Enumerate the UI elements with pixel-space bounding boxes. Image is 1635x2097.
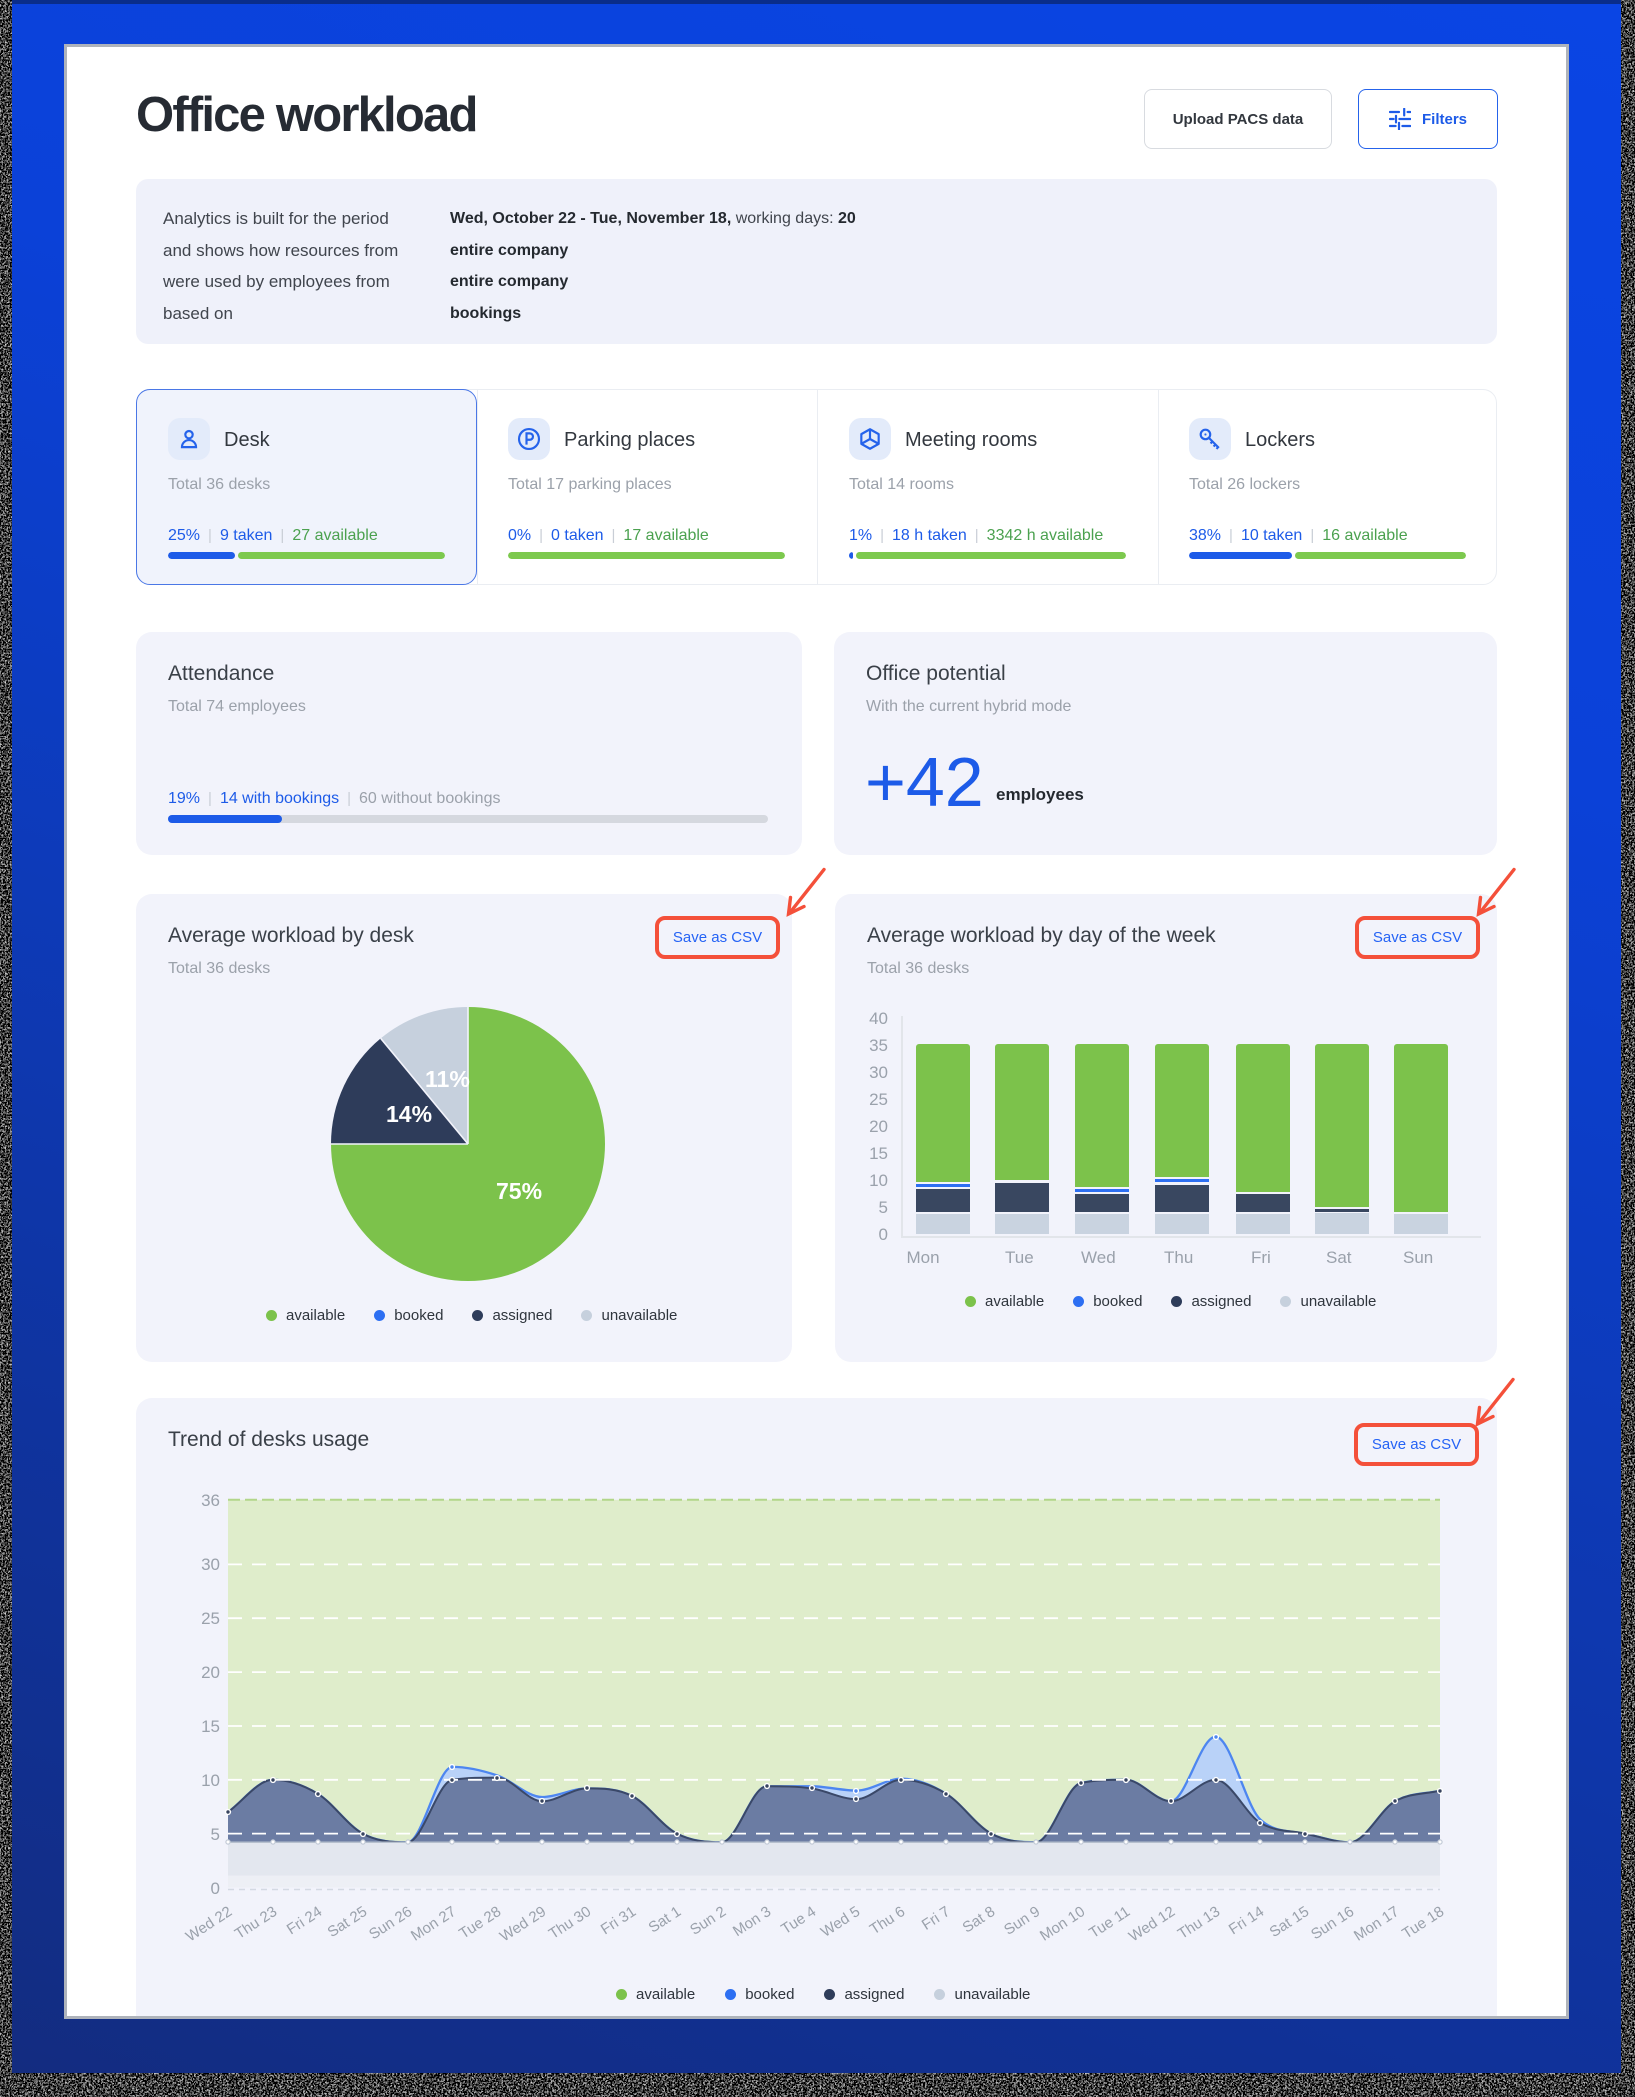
svg-text:Sat 8: Sat 8 — [960, 1903, 999, 1936]
svg-text:Fri 31: Fri 31 — [598, 1903, 639, 1938]
svg-text:Mon 17: Mon 17 — [1351, 1903, 1402, 1945]
svg-text:Tue 4: Tue 4 — [778, 1903, 819, 1938]
svg-text:Sat 15: Sat 15 — [1267, 1903, 1313, 1941]
svg-text:Thu 30: Thu 30 — [546, 1903, 594, 1943]
svg-text:Sun 26: Sun 26 — [366, 1903, 415, 1943]
svg-text:11%: 11% — [425, 1066, 470, 1092]
svg-text:Wed 29: Wed 29 — [497, 1903, 549, 1945]
svg-text:25: 25 — [201, 1609, 220, 1628]
svg-text:Tue 18: Tue 18 — [1399, 1903, 1447, 1942]
svg-text:Wed 5: Wed 5 — [818, 1903, 863, 1941]
svg-text:0: 0 — [211, 1879, 220, 1898]
svg-text:15: 15 — [201, 1717, 220, 1736]
svg-text:20: 20 — [201, 1663, 220, 1682]
svg-text:14%: 14% — [386, 1101, 432, 1127]
svg-text:Mon 10: Mon 10 — [1037, 1903, 1088, 1945]
svg-text:10: 10 — [201, 1771, 220, 1790]
svg-text:Fri 14: Fri 14 — [1226, 1903, 1267, 1938]
svg-text:30: 30 — [201, 1555, 220, 1574]
svg-text:Tue 28: Tue 28 — [456, 1903, 504, 1942]
svg-text:Sun 16: Sun 16 — [1308, 1903, 1357, 1943]
svg-text:Thu 13: Thu 13 — [1175, 1903, 1223, 1943]
svg-text:Tue 11: Tue 11 — [1086, 1903, 1133, 1942]
svg-text:Mon 3: Mon 3 — [730, 1903, 774, 1940]
svg-text:Wed 12: Wed 12 — [1126, 1903, 1178, 1945]
svg-text:Wed 22: Wed 22 — [183, 1903, 235, 1945]
svg-text:36: 36 — [201, 1491, 220, 1510]
svg-text:Sun 2: Sun 2 — [687, 1903, 729, 1939]
svg-text:Fri 24: Fri 24 — [284, 1903, 325, 1938]
svg-text:Thu 6: Thu 6 — [867, 1903, 908, 1938]
svg-text:Mon 27: Mon 27 — [408, 1903, 459, 1945]
svg-text:5: 5 — [211, 1825, 220, 1844]
svg-text:Sat 1: Sat 1 — [646, 1903, 685, 1936]
svg-text:Thu 23: Thu 23 — [232, 1903, 280, 1943]
svg-text:Fri 7: Fri 7 — [919, 1903, 953, 1934]
svg-text:Sun 9: Sun 9 — [1001, 1903, 1043, 1939]
svg-text:75%: 75% — [496, 1178, 542, 1204]
svg-text:Sat 25: Sat 25 — [325, 1903, 371, 1941]
